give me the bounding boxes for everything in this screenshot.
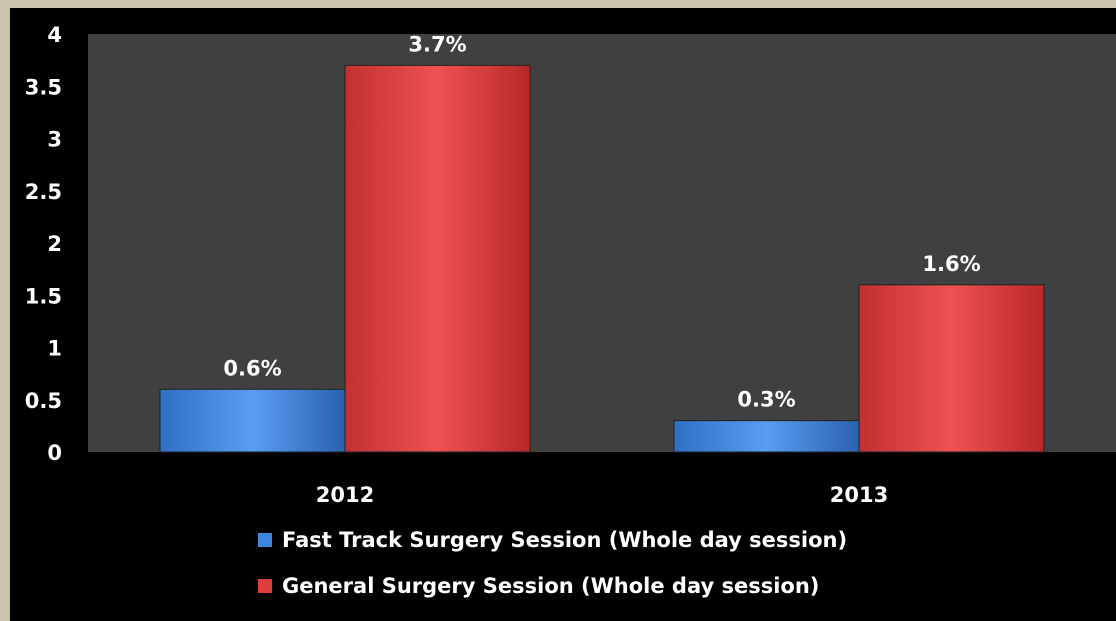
legend-swatch bbox=[258, 533, 272, 547]
legend-entry-label: General Surgery Session (Whole day sessi… bbox=[282, 574, 819, 598]
data-label: 3.7% bbox=[408, 32, 466, 56]
bar-general-2012 bbox=[344, 64, 531, 453]
y-tick-label: 0 bbox=[47, 441, 62, 465]
data-label: 0.6% bbox=[223, 356, 281, 380]
y-tick-label: 4 bbox=[47, 23, 62, 47]
y-tick-label: 3.5 bbox=[25, 75, 62, 99]
y-tick-label: 1.5 bbox=[25, 284, 62, 308]
legend: Fast Track Surgery Session (Whole day se… bbox=[258, 528, 847, 598]
y-tick-label: 2.5 bbox=[25, 180, 62, 204]
legend-swatch bbox=[258, 579, 272, 593]
y-tick-label: 0.5 bbox=[25, 389, 62, 413]
bar-fast-track-2012 bbox=[159, 388, 346, 453]
x-category-label: 2012 bbox=[316, 483, 374, 507]
data-label: 1.6% bbox=[922, 252, 980, 276]
data-labels-group: 0.6% 3.7% 0.3% 1.6% bbox=[223, 32, 980, 411]
data-label: 0.3% bbox=[737, 388, 795, 412]
x-axis: 2012 2013 bbox=[316, 483, 888, 507]
y-tick-label: 1 bbox=[47, 337, 62, 361]
x-category-label: 2013 bbox=[830, 483, 888, 507]
bar-general-2013 bbox=[858, 284, 1045, 453]
bars-group bbox=[159, 64, 1045, 453]
legend-entry-label: Fast Track Surgery Session (Whole day se… bbox=[282, 528, 847, 552]
y-tick-label: 3 bbox=[47, 128, 62, 152]
y-tick-label: 2 bbox=[47, 232, 62, 256]
y-axis: 0 0.5 1 1.5 2 2.5 3 3.5 4 bbox=[25, 23, 62, 465]
bar-fast-track-2013 bbox=[673, 420, 860, 453]
